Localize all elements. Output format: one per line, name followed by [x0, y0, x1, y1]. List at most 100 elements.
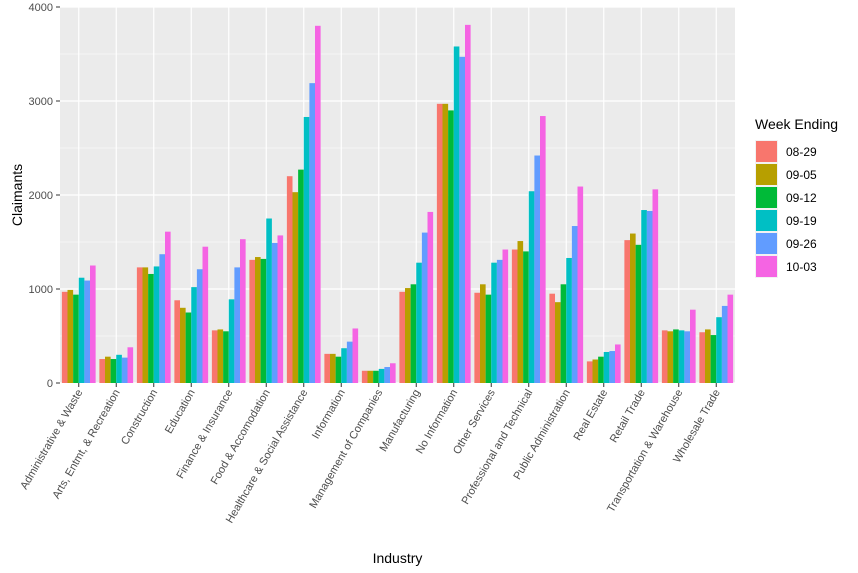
bar [410, 284, 417, 383]
bar [165, 231, 171, 383]
bar [528, 191, 535, 383]
bar [577, 186, 584, 383]
bar [202, 246, 209, 383]
bar [73, 294, 79, 383]
bar [721, 305, 728, 383]
bar [442, 103, 449, 383]
legend-swatch [756, 141, 777, 162]
bar [555, 302, 561, 383]
bar [690, 309, 696, 383]
bar [384, 367, 391, 383]
x-tick-label: Administrative & Waste [18, 388, 85, 492]
x-tick-label: Professional and Technical [460, 388, 536, 507]
x-tick-label: Management of Companies [307, 387, 385, 510]
bar [661, 330, 668, 383]
bar [240, 239, 246, 383]
bar [223, 331, 229, 383]
bar [592, 359, 599, 383]
bar [315, 25, 321, 384]
bar [716, 317, 722, 383]
bar [641, 210, 647, 383]
bar [399, 291, 406, 383]
bar [534, 155, 541, 383]
legend-swatch [756, 164, 777, 185]
bar [598, 356, 604, 383]
bar [566, 257, 572, 383]
bar [603, 351, 610, 383]
bar [727, 294, 734, 383]
bar [710, 335, 717, 383]
bar [84, 280, 91, 383]
legend-label: 10-03 [786, 260, 817, 274]
legend-label: 09-05 [786, 168, 817, 182]
bar [502, 249, 509, 383]
y-tick-label: 0 [47, 378, 53, 390]
legend-swatch [756, 187, 777, 208]
bar [286, 176, 293, 383]
bar [196, 269, 203, 383]
bar [116, 354, 122, 383]
legend-title: Week Ending [755, 116, 838, 132]
bar [298, 169, 304, 383]
bar [678, 330, 685, 383]
bar [491, 262, 497, 383]
bar [474, 292, 481, 383]
bar [352, 328, 359, 383]
bar [61, 291, 68, 383]
x-tick-label: Construction [119, 388, 160, 447]
bar [121, 357, 128, 383]
bar [90, 265, 96, 383]
y-axis-title: Claimants [9, 164, 25, 226]
bar [684, 331, 691, 383]
bar [586, 361, 593, 383]
x-tick-label: Transportation & Warehouse [605, 388, 685, 515]
bar [523, 251, 529, 383]
legend-label: 09-26 [786, 237, 817, 251]
bar [346, 341, 353, 383]
legend: Week Ending 08-29 09-05 09-12 09-19 09-26 10-… [755, 116, 838, 278]
bar [560, 284, 567, 383]
bar [405, 288, 411, 383]
bar [496, 259, 503, 383]
bar [378, 368, 385, 383]
bar [652, 189, 659, 383]
bar [465, 24, 471, 384]
bar [646, 210, 653, 383]
bar [705, 329, 711, 383]
x-tick-label: Real Estate [572, 388, 611, 443]
bar [459, 56, 466, 383]
bar [667, 331, 674, 383]
bar [630, 233, 636, 383]
y-tick-label: 1000 [29, 284, 53, 296]
bar [330, 353, 336, 383]
bar [277, 235, 284, 383]
bar [540, 116, 546, 383]
bar [255, 257, 261, 383]
x-tick-label: Arts, Entmt, & Recreation [50, 388, 122, 501]
bar [635, 244, 642, 383]
y-tick-label: 4000 [29, 2, 53, 14]
bar [367, 370, 374, 383]
bar [142, 267, 149, 383]
bar [260, 258, 267, 383]
bar [99, 359, 106, 383]
bar [436, 103, 443, 383]
bar [421, 232, 428, 383]
bar [217, 329, 224, 383]
legend-swatch [756, 233, 777, 254]
bar [153, 266, 160, 383]
bar [341, 348, 347, 383]
bar [180, 307, 186, 383]
bar [292, 192, 299, 383]
legend-label: 09-19 [786, 214, 817, 228]
bar [105, 356, 111, 383]
x-tick-label: Information [310, 388, 348, 442]
bar [480, 284, 486, 383]
bar [191, 287, 197, 383]
bar [228, 299, 235, 383]
bar [148, 273, 154, 383]
bar [211, 330, 218, 383]
legend-label: 08-29 [786, 145, 817, 159]
x-tick-label: Retail Trade [608, 388, 648, 445]
